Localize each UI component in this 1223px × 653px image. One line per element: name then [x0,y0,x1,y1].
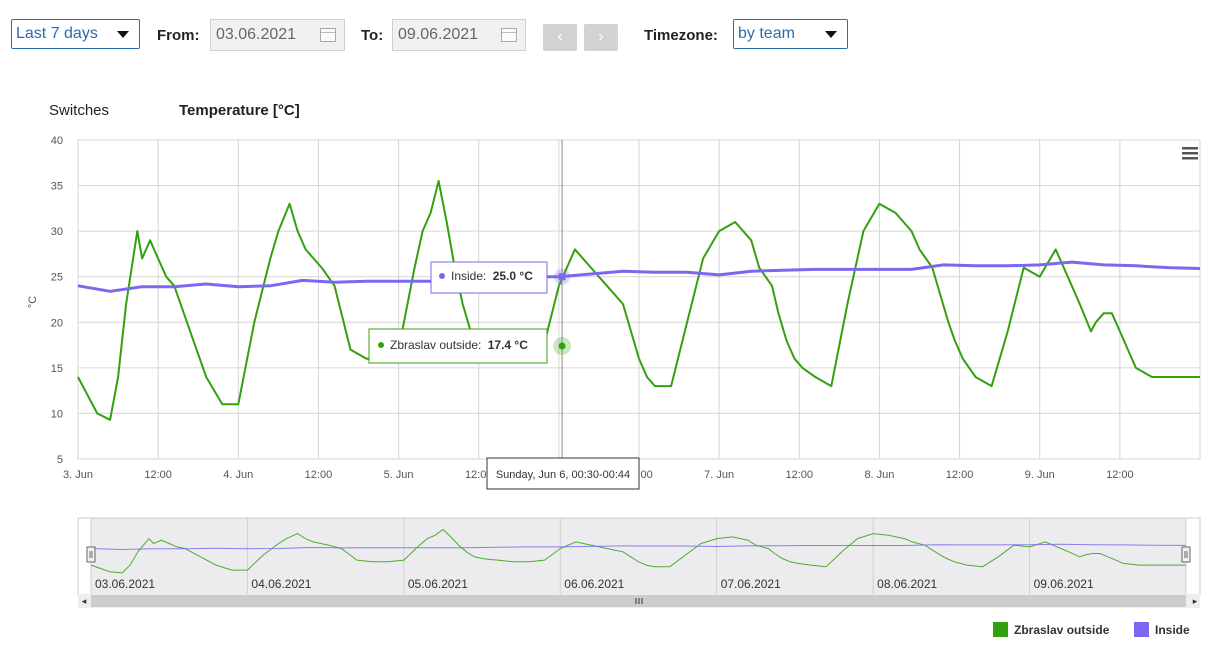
range-select[interactable]: Last 7 days [11,19,140,49]
x-tick-label: 4. Jun [223,469,253,481]
from-date-input[interactable]: 03.06.2021 [210,19,345,51]
x-tick-label: 9. Jun [1025,469,1055,481]
navigator-date-label: 03.06.2021 [95,577,155,591]
toolbar: Last 7 days From: 03.06.2021 To: 09.06.2… [0,0,1223,70]
inside-tooltip-label: Inside: [451,269,486,283]
next-period-button[interactable]: › [584,24,618,51]
legend-item-inside[interactable]: Inside [1134,622,1190,637]
scroll-left-arrow-icon: ◂ [82,596,87,606]
navigator-right-handle[interactable] [1181,546,1191,563]
navigator-line-zbraslav-outside [90,528,1186,574]
series-line-inside [77,260,1201,293]
tab-switches[interactable]: Switches [49,102,110,119]
to-label: To: [361,27,384,44]
chevron-right-icon: › [598,28,604,45]
legend-item-zbraslav-outside[interactable]: Zbraslav outside [993,622,1109,637]
hover-tooltip: Inside: 25.0 °C Zbraslav outside: 17.4 °… [368,140,640,490]
outside-tooltip: Zbraslav outside: 17.4 °C [368,328,548,364]
y-tick-label: 15 [51,363,63,375]
navigator-left-handle[interactable] [86,546,96,563]
outside-tooltip-value: 17.4 °C [488,338,528,352]
from-label: From: [157,27,200,44]
inside-tooltip-value: 25.0 °C [493,269,533,283]
to-date-value: 09.06.2021 [398,26,479,43]
outside-tooltip-label: Zbraslav outside: [390,338,481,352]
legend-label: Inside [1155,623,1190,637]
timezone-label: Timezone: [644,27,718,44]
navigator-date-labels: 03.06.2021 04.06.2021 05.06.2021 06.06.2021… [95,577,1094,591]
x-tick-label: 12:00 [786,469,814,481]
inside-tooltip: Inside: 25.0 °C [430,261,548,294]
navigator-scrollbar[interactable]: ◂ ▸ [78,594,1200,608]
svg-text:Inside: 25.0 °C: Inside: 25.0 °C [451,269,533,283]
y-tick-label: 25 [51,272,63,284]
chevron-left-icon: ‹ [557,28,563,45]
y-tick-label: 20 [51,317,63,329]
y-tick-label: 5 [57,454,63,466]
y-tick-labels: 5 10 15 20 25 30 35 40 [51,135,63,466]
series-lines [77,180,1201,421]
y-tick-label: 10 [51,408,63,420]
scroll-grip-icon [635,598,643,604]
chevron-down-icon [117,31,129,38]
y-tick-label: 35 [51,181,63,193]
navigator[interactable]: 03.06.2021 04.06.2021 05.06.2021 06.06.2021… [77,517,1201,596]
navigator-date-label: 08.06.2021 [877,577,937,591]
tab-temperature[interactable]: Temperature [°C] [179,102,300,119]
navigator-line-inside [90,543,1187,551]
x-tick-label: 12:00 [1106,469,1134,481]
x-tick-label: 12:00 [465,469,493,481]
scroll-right-arrow-icon: ▸ [1193,596,1198,606]
legend-swatch [1134,622,1149,637]
x-tick-label: 12:00 [144,469,172,481]
navigator-date-label: 05.06.2021 [408,577,468,591]
to-date-input[interactable]: 09.06.2021 [392,19,526,51]
time-tooltip-text: Sunday, Jun 6, 00:30-00:44 [496,469,630,481]
calendar-icon[interactable] [501,28,517,42]
y-axis-label: °C [27,296,39,308]
legend-label: Zbraslav outside [1014,623,1110,637]
navigator-date-label: 09.06.2021 [1034,577,1094,591]
series-line-zbraslav-outside [77,180,1200,421]
inside-point-marker [558,273,566,281]
y-tick-label: 30 [51,226,63,238]
time-tooltip: Sunday, Jun 6, 00:30-00:44 [486,457,640,490]
x-tick-label: 12:00 [305,469,333,481]
x-tick-label: 8. Jun [864,469,894,481]
x-tick-label: 12:00 [946,469,974,481]
x-tick-label: 3. Jun [63,469,93,481]
outside-point-marker [558,342,566,350]
previous-period-button[interactable]: ‹ [543,24,577,51]
x-tick-label: 5. Jun [384,469,414,481]
timezone-select-value: by team [738,25,795,42]
timezone-select[interactable]: by team [733,19,848,49]
range-select-value: Last 7 days [16,25,98,42]
legend-swatch [993,622,1008,637]
chart-grid [77,139,1201,460]
svg-text:Zbraslav outside: 17.4: Zbraslav outside: 17.4 °C [390,338,528,352]
hamburger-menu-icon[interactable] [1182,147,1198,160]
from-date-value: 03.06.2021 [216,26,297,43]
navigator-series [90,528,1187,574]
navigator-date-label: 07.06.2021 [721,577,781,591]
y-tick-label: 40 [51,135,63,147]
temperature-chart: 5 10 15 20 25 30 35 40 °C 3. Jun 12:00 4. Jun 12:0… [27,135,1201,608]
calendar-icon[interactable] [320,28,336,42]
navigator-date-label: 04.06.2021 [251,577,311,591]
x-tick-label: 7. Jun [704,469,734,481]
navigator-date-label: 06.06.2021 [564,577,624,591]
chevron-down-icon [825,31,837,38]
